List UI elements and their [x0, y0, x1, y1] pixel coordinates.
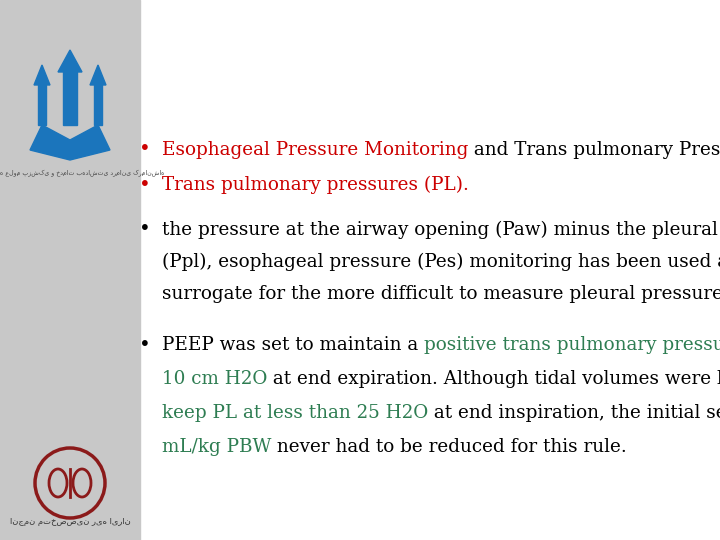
Polygon shape [38, 80, 46, 125]
Polygon shape [94, 80, 102, 125]
Text: (Ppl), esophageal pressure (Pes) monitoring has been used as a: (Ppl), esophageal pressure (Pes) monitor… [162, 253, 720, 271]
Text: •: • [139, 220, 151, 240]
Text: Trans pulmonary pressures (PL).: Trans pulmonary pressures (PL). [162, 176, 469, 194]
Text: and Trans pulmonary Pressure: and Trans pulmonary Pressure [469, 141, 720, 159]
Text: mL/kg PBW: mL/kg PBW [162, 438, 271, 456]
Text: انجمن متخصصین ریه ایران: انجمن متخصصین ریه ایران [9, 517, 130, 526]
Text: at end expiration. Although tidal volumes were limited to: at end expiration. Although tidal volume… [267, 370, 720, 388]
Text: at end inspiration, the initial setting of: at end inspiration, the initial setting … [428, 404, 720, 422]
Text: 10 cm H2O: 10 cm H2O [162, 370, 267, 388]
Text: دانشگاه علوم پزشکی و خدمات بهداشتی درمانی کرمانشاه: دانشگاه علوم پزشکی و خدمات بهداشتی درمان… [0, 168, 164, 176]
Text: PEEP was set to maintain a: PEEP was set to maintain a [162, 336, 424, 354]
Bar [0, 0, 140, 540]
Text: surrogate for the more difficult to measure pleural pressure: surrogate for the more difficult to meas… [162, 285, 720, 303]
Polygon shape [58, 50, 82, 72]
Text: •: • [139, 140, 151, 159]
Text: positive trans pulmonary pressure of 0 to: positive trans pulmonary pressure of 0 t… [424, 336, 720, 354]
Polygon shape [63, 65, 77, 125]
Text: never had to be reduced for this rule.: never had to be reduced for this rule. [271, 438, 627, 456]
Polygon shape [90, 65, 106, 85]
Text: Esophageal Pressure Monitoring: Esophageal Pressure Monitoring [162, 141, 469, 159]
Text: the pressure at the airway opening (Paw) minus the pleural pressure: the pressure at the airway opening (Paw)… [162, 221, 720, 239]
Polygon shape [34, 65, 50, 85]
Text: keep PL at less than 25 H2O: keep PL at less than 25 H2O [162, 404, 428, 422]
Polygon shape [30, 125, 110, 160]
Text: •: • [139, 176, 151, 194]
Text: •: • [139, 335, 151, 354]
